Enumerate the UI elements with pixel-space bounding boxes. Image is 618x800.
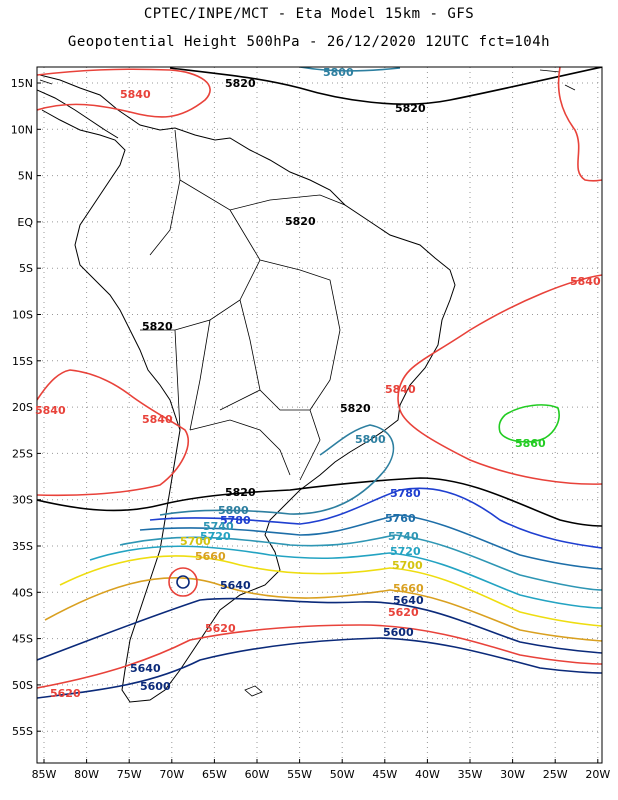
lat-label: 25S bbox=[12, 447, 33, 460]
lat-label: 45S bbox=[12, 633, 33, 646]
lat-label: 5S bbox=[19, 262, 33, 275]
lat-label: 40S bbox=[12, 586, 33, 599]
lat-label: 50S bbox=[12, 679, 33, 692]
lon-label: 70W bbox=[159, 768, 184, 781]
label-5640-b: 5640 bbox=[220, 579, 251, 592]
country-borders bbox=[140, 129, 346, 481]
contour-5840-pacific bbox=[37, 369, 189, 497]
lat-label: 5N bbox=[18, 170, 33, 183]
lon-label: 85W bbox=[32, 768, 57, 781]
contour-5600 bbox=[37, 637, 602, 699]
lon-label: 60W bbox=[245, 768, 270, 781]
lon-label: 35W bbox=[458, 768, 483, 781]
chart-title: CPTEC/INPE/MCT - Eta Model 15km - GFS bbox=[143, 6, 475, 22]
contour-5660 bbox=[44, 577, 602, 642]
contour-5840-atlantic bbox=[397, 274, 602, 485]
label-5820-brazil: 5820 bbox=[340, 402, 371, 415]
lat-label: 55S bbox=[12, 725, 33, 738]
contour-5820-south bbox=[37, 477, 602, 527]
lon-label: 30W bbox=[500, 768, 525, 781]
label-5840-atlantic: 5840 bbox=[570, 275, 601, 288]
contour-5800-north bbox=[299, 67, 401, 72]
map-frame bbox=[36, 66, 603, 764]
lon-label: 55W bbox=[287, 768, 312, 781]
label-5700-b: 5700 bbox=[180, 535, 211, 548]
label-5600-a: 5600 bbox=[383, 626, 414, 639]
label-5720-b: 5720 bbox=[200, 530, 231, 543]
label-5780-a: 5780 bbox=[390, 487, 421, 500]
contour-5860 bbox=[498, 404, 560, 443]
contour-5800-south bbox=[159, 424, 395, 516]
label-5840-brazil: 5840 bbox=[385, 383, 416, 396]
lon-label: 75W bbox=[117, 768, 142, 781]
label-5780-b: 5780 bbox=[220, 514, 251, 527]
label-5660-a: 5660 bbox=[393, 582, 424, 595]
lon-label: 25W bbox=[543, 768, 568, 781]
latitude-labels: 15N 10N 5N EQ 5S 10S 15S 20S 25S 30S 35S 40S 45S 50S 5… bbox=[11, 77, 41, 738]
label-5820-north-2: 5820 bbox=[395, 102, 426, 115]
lat-label: EQ bbox=[17, 216, 33, 229]
label-5820-north-1: 5820 bbox=[225, 77, 256, 90]
label-5760: 5760 bbox=[385, 512, 416, 525]
contour-5760 bbox=[139, 514, 602, 570]
lon-label: 80W bbox=[74, 768, 99, 781]
lat-label: 10S bbox=[12, 309, 33, 322]
label-5800-north: 5800 bbox=[323, 66, 354, 79]
label-5660-b: 5660 bbox=[195, 550, 226, 563]
cutoff-low-5600 bbox=[176, 575, 190, 589]
contour-5720 bbox=[89, 545, 602, 609]
contour-5620 bbox=[37, 624, 602, 689]
label-5820-andes: 5820 bbox=[142, 320, 173, 333]
label-5640-a: 5640 bbox=[393, 594, 424, 607]
contour-5840-amazon bbox=[37, 68, 211, 118]
lon-label: 20W bbox=[585, 768, 610, 781]
lon-label: 50W bbox=[330, 768, 355, 781]
label-5640-c: 5640 bbox=[130, 662, 161, 675]
label-5620-b: 5620 bbox=[205, 622, 236, 635]
longitude-labels: 85W 80W 75W 70W 65W 60W 55W 50W 45W 40W 35W 30W 25W 2… bbox=[32, 759, 610, 781]
central-america-coastline bbox=[37, 89, 119, 139]
contour-5780 bbox=[149, 487, 602, 549]
lat-label: 15N bbox=[11, 77, 33, 90]
contour-5640 bbox=[37, 597, 602, 661]
falkland-islands bbox=[244, 685, 263, 697]
contour-5700 bbox=[59, 555, 602, 627]
label-5820-south: 5820 bbox=[225, 486, 256, 499]
label-5860: 5860 bbox=[515, 437, 546, 450]
label-5840-amazon: 5840 bbox=[120, 88, 151, 101]
label-5600-b: 5600 bbox=[140, 680, 171, 693]
graticule-grid bbox=[37, 67, 602, 763]
lat-label: 10N bbox=[11, 123, 33, 136]
label-5840-pacific-1: 5840 bbox=[35, 404, 66, 417]
lat-label: 35S bbox=[12, 540, 33, 553]
label-5740-b: 5740 bbox=[203, 520, 234, 533]
label-5740-a: 5740 bbox=[388, 530, 419, 543]
lon-label: 40W bbox=[415, 768, 440, 781]
lat-label: 15S bbox=[12, 355, 33, 368]
lat-label: 20S bbox=[12, 401, 33, 414]
label-5720-a: 5720 bbox=[390, 545, 421, 558]
label-5620-c: 5620 bbox=[50, 687, 81, 700]
contour-5840-ne bbox=[557, 67, 602, 182]
south-america-coastline bbox=[39, 74, 456, 703]
cutoff-low-5620 bbox=[168, 567, 198, 597]
label-5700-a: 5700 bbox=[392, 559, 423, 572]
lat-label: 30S bbox=[12, 494, 33, 507]
label-5620-a: 5620 bbox=[388, 606, 419, 619]
lon-label: 65W bbox=[202, 768, 227, 781]
label-5820-amazon: 5820 bbox=[285, 215, 316, 228]
contour-5740 bbox=[119, 534, 602, 591]
label-5840-pacific-2: 5840 bbox=[142, 413, 173, 426]
caribbean-islands bbox=[39, 69, 576, 91]
lon-label: 45W bbox=[372, 768, 397, 781]
label-5800-coast: 5800 bbox=[355, 433, 386, 446]
contour-5820-north bbox=[169, 67, 602, 105]
chart-subtitle: Geopotential Height 500hPa - 26/12/2020 … bbox=[67, 34, 551, 50]
label-5800-south: 5800 bbox=[218, 504, 249, 517]
